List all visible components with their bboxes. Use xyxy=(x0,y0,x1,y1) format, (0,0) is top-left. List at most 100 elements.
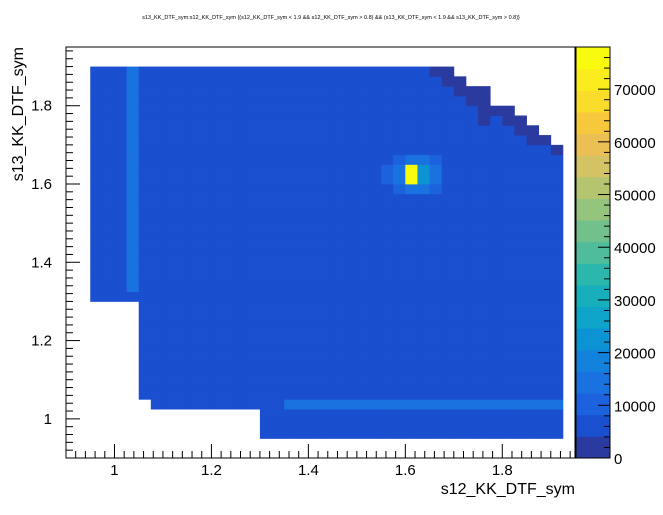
heatmap-cell xyxy=(235,154,249,165)
heatmap-cell xyxy=(417,223,430,234)
heatmap-cell xyxy=(478,95,491,107)
heatmap-cell xyxy=(417,252,430,263)
heatmap-cell xyxy=(405,95,418,107)
heatmap-cell xyxy=(235,66,249,77)
heatmap-cell xyxy=(344,184,358,195)
heatmap-cell xyxy=(453,223,467,234)
heatmap-cell xyxy=(162,301,176,312)
heatmap-cell xyxy=(138,301,152,312)
heatmap-cell xyxy=(478,252,491,263)
heatmap-cell xyxy=(211,360,224,371)
heatmap-cell xyxy=(356,86,370,97)
heatmap-cell xyxy=(296,125,309,136)
heatmap-cell xyxy=(356,174,370,185)
heatmap-cell xyxy=(284,369,297,381)
heatmap-cell xyxy=(126,76,140,87)
heatmap-cell xyxy=(344,369,358,381)
z-tick-label: 70000 xyxy=(614,82,656,99)
heatmap-cell xyxy=(417,360,430,371)
heatmap-cell xyxy=(441,242,455,253)
heatmap-cell xyxy=(538,262,552,273)
heatmap-cell xyxy=(514,340,527,351)
heatmap-cell xyxy=(381,330,394,341)
heatmap-cell xyxy=(332,321,346,332)
heatmap-cell xyxy=(429,340,443,351)
heatmap-cell xyxy=(223,213,237,224)
heatmap-cell xyxy=(284,281,297,293)
heatmap-cell xyxy=(175,369,188,381)
heatmap-cell xyxy=(514,262,527,273)
heatmap-cell xyxy=(526,291,540,302)
heatmap-cell xyxy=(490,232,503,244)
heatmap-cell xyxy=(453,409,467,420)
heatmap-cell xyxy=(259,340,273,351)
heatmap-cell xyxy=(526,174,540,185)
heatmap-cell xyxy=(550,242,564,253)
heatmap-cell xyxy=(441,301,455,312)
heatmap-cell xyxy=(272,154,285,165)
heatmap-cell xyxy=(272,321,285,332)
heatmap-cell xyxy=(526,203,540,214)
heatmap-cell xyxy=(368,409,382,420)
heatmap-cell xyxy=(405,252,418,263)
heatmap-cell xyxy=(453,193,467,204)
heatmap-cell xyxy=(344,272,358,283)
heatmap-cell xyxy=(453,174,467,185)
heatmap-cell xyxy=(114,164,127,175)
heatmap-cell xyxy=(102,203,115,214)
heatmap-cell xyxy=(150,213,164,224)
heatmap-cell xyxy=(259,389,273,400)
heatmap-cell xyxy=(138,379,152,390)
heatmap-cell xyxy=(211,154,224,165)
heatmap-cell xyxy=(150,252,164,263)
heatmap-cell xyxy=(526,418,540,430)
heatmap-cell xyxy=(223,389,237,400)
heatmap-cell xyxy=(296,174,309,185)
palette-swatch xyxy=(576,414,610,437)
heatmap-cell xyxy=(199,252,212,263)
heatmap-cell xyxy=(90,223,103,234)
heatmap-cell xyxy=(441,321,455,332)
heatmap-cell xyxy=(162,144,176,156)
heatmap-cell xyxy=(187,223,200,234)
heatmap-cell xyxy=(417,135,430,146)
heatmap-cell xyxy=(465,350,479,361)
heatmap-cell xyxy=(356,203,370,214)
heatmap-cell xyxy=(320,184,334,195)
heatmap-cell xyxy=(320,321,334,332)
heatmap-cell xyxy=(272,262,285,273)
heatmap-cell xyxy=(514,213,527,224)
heatmap-cell xyxy=(296,76,309,87)
heatmap-cell xyxy=(478,399,491,410)
heatmap-cell xyxy=(441,291,455,302)
x-tick-label: 1.2 xyxy=(201,462,222,479)
heatmap-cell xyxy=(417,311,430,322)
heatmap-cell xyxy=(296,272,309,283)
heatmap-cell xyxy=(526,311,540,322)
heatmap-cell xyxy=(381,154,394,165)
heatmap-cell xyxy=(187,125,200,136)
heatmap-cell xyxy=(344,418,358,430)
heatmap-cell xyxy=(405,213,418,224)
heatmap-cell xyxy=(405,223,418,234)
heatmap-cell xyxy=(429,311,443,322)
heatmap-cell xyxy=(550,399,564,410)
heatmap-cell xyxy=(550,340,564,351)
heatmap-cell xyxy=(526,164,540,175)
heatmap-cell xyxy=(356,223,370,234)
heatmap-cell xyxy=(199,281,212,293)
heatmap-cell xyxy=(187,144,200,156)
heatmap-cell xyxy=(247,125,261,136)
heatmap-cell xyxy=(308,174,321,185)
heatmap-cell xyxy=(284,115,297,126)
heatmap-cell xyxy=(381,232,394,244)
heatmap-cell xyxy=(465,281,479,293)
heatmap-cell xyxy=(199,262,212,273)
heatmap-cell xyxy=(272,301,285,312)
heatmap-cell xyxy=(102,281,115,293)
heatmap-cell xyxy=(417,281,430,293)
heatmap-cell xyxy=(405,272,418,283)
heatmap-cell xyxy=(538,223,552,234)
heatmap-cell xyxy=(417,105,430,116)
